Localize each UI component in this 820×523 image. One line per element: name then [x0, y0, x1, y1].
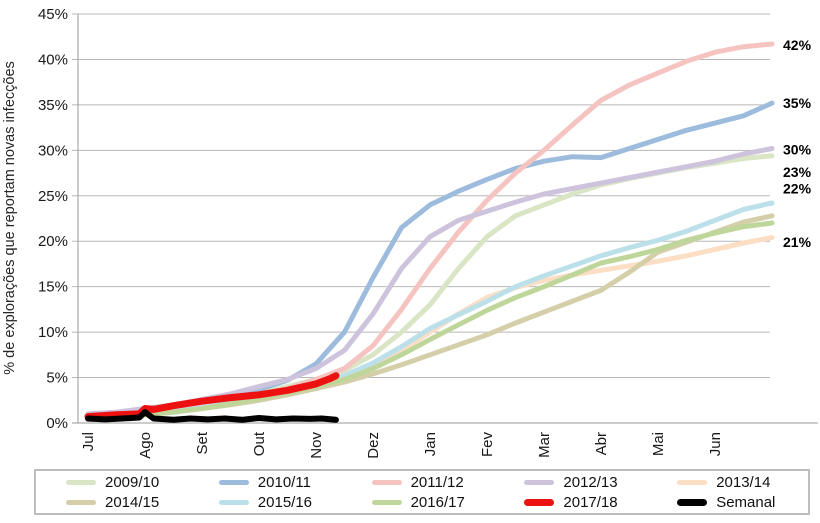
x-axis-month-label: Ago	[137, 432, 154, 459]
legend-item-2011-12: 2011/12	[346, 474, 499, 491]
y-axis-tick-label: 35%	[38, 97, 68, 114]
legend-label: Semanal	[716, 493, 776, 511]
y-axis-tick-label: 10%	[38, 324, 68, 341]
legend-item-Semanal: Semanal	[651, 494, 804, 511]
y-axis-tick-label: 25%	[38, 188, 68, 205]
series-line-2012-13	[85, 146, 775, 417]
x-axis-month-label: Out	[251, 431, 268, 456]
chart-legend: 2009/10 2010/11 2011/12 2012/13 2013/14 2014/…	[34, 469, 810, 515]
legend-item-2016-17: 2016/17	[346, 494, 499, 511]
x-axis-month-label: Set	[194, 431, 211, 454]
x-axis-month-label: Nov	[308, 432, 325, 459]
series-end-value-label: 30%	[783, 141, 812, 157]
x-axis-month-label: Dez	[365, 432, 382, 459]
legend-label: 2015/16	[257, 493, 313, 511]
y-axis-tick-label: 30%	[38, 142, 68, 159]
x-axis-month-label: Jun	[707, 432, 724, 456]
legend-label: 2012/13	[563, 473, 618, 491]
y-axis-title: % de explorações que reportam novas infe…	[2, 61, 18, 375]
y-axis-tick-label: 15%	[38, 279, 68, 296]
series-line-2016-17	[85, 220, 775, 422]
legend-swatch-icon	[66, 479, 96, 485]
legend-swatch-icon	[524, 479, 555, 485]
y-axis-tick-label: 20%	[38, 233, 68, 250]
legend-label: 2013/14	[716, 473, 771, 491]
legend-item-2014-15: 2014/15	[40, 494, 193, 511]
x-axis-month-label: Fev	[479, 432, 496, 458]
legend-label: 2017/18	[563, 493, 618, 511]
y-axis-tick-label: 45%	[38, 6, 68, 23]
series-end-value-label: 21%	[783, 234, 812, 250]
series-line-Semanal	[85, 409, 339, 423]
legend-label: 2010/11	[257, 473, 311, 491]
legend-swatch-icon	[677, 479, 708, 485]
legend-item-2012-13: 2012/13	[498, 474, 651, 491]
legend-swatch-icon	[218, 479, 249, 485]
series-end-value-label: 22%	[783, 181, 812, 197]
y-axis-tick-label: 40%	[38, 51, 68, 68]
legend-swatch-icon	[371, 499, 402, 505]
x-axis-month-label: Abr	[593, 432, 610, 455]
x-axis-month-label: Mar	[536, 432, 553, 458]
x-axis-month-label: Mai	[650, 432, 667, 456]
y-axis-tick-label: 0%	[46, 415, 68, 432]
legend-swatch-icon	[218, 499, 249, 505]
legend-label: 2011/12	[410, 473, 464, 491]
legend-swatch-icon	[371, 479, 402, 485]
x-axis-month-label: Jul	[80, 432, 97, 451]
series-line-2011-12	[85, 41, 775, 420]
legend-item-2015-16: 2015/16	[193, 494, 346, 511]
legend-label: 2016/17	[410, 493, 465, 511]
legend-label: 2009/10	[105, 473, 160, 491]
legend-swatch-icon	[524, 498, 555, 506]
x-axis-month-label: Jan	[422, 432, 439, 456]
legend-item-2017-18: 2017/18	[498, 494, 651, 511]
legend-swatch-icon	[66, 499, 96, 505]
legend-item-2010-11: 2010/11	[193, 474, 346, 491]
series-end-value-label: 23%	[783, 164, 812, 180]
y-axis-tick-label: 5%	[46, 370, 68, 387]
series-end-value-label: 35%	[783, 95, 812, 111]
series-end-value-label: 42%	[783, 37, 812, 53]
legend-item-2013-14: 2013/14	[651, 474, 804, 491]
chart-plot-area: 0% 5% 10% 15% 20% 25% 30% 35% 40% 45% Jul Ago Set Out…	[2, 6, 818, 459]
legend-item-2009-10: 2009/10	[40, 474, 193, 491]
legend-label: 2014/15	[105, 493, 160, 511]
legend-swatch-icon	[677, 498, 708, 506]
